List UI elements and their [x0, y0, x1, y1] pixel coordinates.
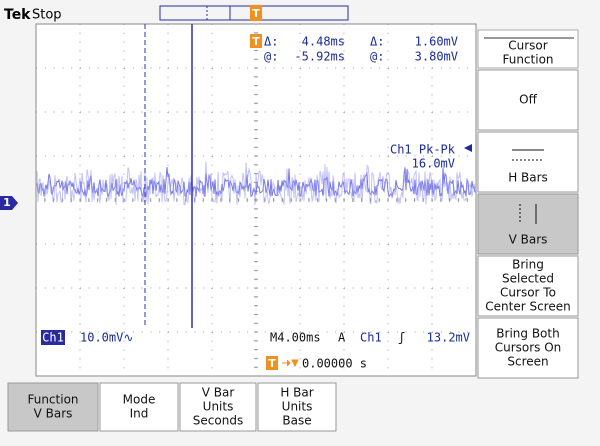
bottom-button-label: Base — [282, 414, 311, 428]
measurement-arrow — [464, 144, 472, 152]
bottom-button-label: Function — [27, 393, 78, 407]
trigger-marker: T — [268, 357, 276, 370]
trigger-slope: ʃ — [398, 331, 405, 345]
waveform-envelope — [36, 161, 476, 206]
at-volt: 3.80mV — [415, 50, 458, 64]
trigger-marker: T — [252, 35, 260, 48]
trigger-level: 13.2mV — [427, 331, 470, 345]
bottom-button-label: V Bar — [202, 386, 235, 400]
bottom-button-label: H Bar — [280, 386, 313, 400]
menu-button-label: H Bars — [508, 171, 548, 185]
menu-button-label: Selected — [502, 272, 554, 286]
menu-title: Cursor — [508, 39, 548, 53]
brand: Tek — [4, 7, 31, 23]
delta-volt: 1.60mV — [415, 35, 458, 49]
trigger-position: 0.00000 s — [302, 357, 367, 371]
at-label: @: — [370, 50, 384, 64]
trigger-source: Ch1 — [360, 331, 382, 345]
run-status: Stop — [32, 8, 62, 23]
menu-title-box — [477, 29, 579, 69]
measurement-value: 16.0mV — [412, 157, 455, 171]
at-time: -5.92ms — [294, 50, 345, 64]
trigger-icon-readout — [250, 34, 262, 48]
channel: Ch1 — [42, 331, 64, 345]
trigger-arrow — [282, 359, 299, 368]
trigger-position-icon — [266, 356, 278, 370]
menu-button[interactable] — [477, 317, 579, 379]
menu-button[interactable] — [477, 255, 579, 317]
bottom-button-label: Ind — [130, 407, 149, 421]
delta-time: 4.48ms — [302, 35, 345, 49]
channel-marker-icon — [0, 196, 18, 210]
timebase: M4.00ms — [270, 331, 321, 345]
menu-button-label: Cursors On — [495, 341, 562, 355]
menu-button-label: Bring Both — [496, 327, 559, 341]
bottom-button[interactable] — [99, 382, 179, 432]
grid — [35, 23, 476, 376]
menu-button-label: Screen — [507, 355, 548, 369]
bottom-button-label: Seconds — [193, 414, 243, 428]
vertical-scale: 10.0mV∿ — [80, 331, 133, 345]
bottom-button-label: Units — [282, 400, 313, 414]
menu-button-label: Bring — [512, 258, 544, 272]
menu-button-label: Off — [519, 93, 537, 107]
delta-label: Δ: — [264, 35, 278, 49]
menu-title: Function — [502, 53, 553, 67]
menu-button-label: V Bars — [509, 233, 548, 247]
bottom-button-label: V Bars — [34, 407, 73, 421]
channel-marker: 1 — [3, 196, 11, 209]
waveform — [36, 166, 476, 199]
menu-button[interactable] — [477, 131, 579, 193]
bottom-button[interactable] — [7, 382, 99, 432]
bottom-button-label: Units — [203, 400, 234, 414]
trigger-mode: A — [338, 331, 346, 345]
delta-label: Δ: — [370, 35, 384, 49]
trigger-marker: T — [252, 7, 260, 20]
channel-badge — [41, 330, 65, 345]
at-label: @: — [264, 50, 278, 64]
menu-button[interactable] — [477, 69, 579, 131]
bottom-button[interactable] — [179, 382, 257, 432]
trigger-icon-top — [250, 5, 262, 21]
menu-button-label: Center Screen — [485, 300, 570, 314]
bottom-button-label: Mode — [123, 393, 156, 407]
menu-button-label: Cursor To — [500, 286, 556, 300]
measurement-label: Ch1 Pk-Pk — [390, 143, 456, 157]
bottom-button[interactable] — [257, 382, 337, 432]
menu-button[interactable] — [477, 193, 579, 255]
